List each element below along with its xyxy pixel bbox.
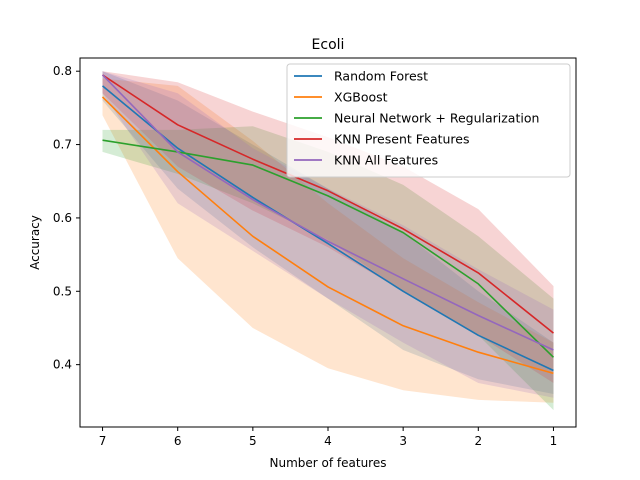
x-tick-label: 6 [174,434,182,448]
series-line-knn-present-features [102,74,554,334]
x-tick-label: 7 [99,434,107,448]
legend-entry-label: KNN All Features [334,153,438,168]
series-line-xgboost [101,96,554,375]
x-tick-label: 3 [399,434,407,448]
series-line-random-forest [101,85,554,372]
y-tick-label: 0.7 [53,138,72,152]
y-tick-label: 0.4 [53,358,72,372]
band-knn-present-features [102,71,554,383]
legend-box [286,63,571,178]
x-tick-label: 5 [249,434,257,448]
legend-entry-label: Random Forest [334,69,428,84]
series-line-knn-all-features [101,74,554,351]
y-axis-ticks: 0.4 0.5 0.6 0.7 0.8 [53,64,80,372]
y-tick-label: 0.5 [53,284,72,298]
y-tick-label: 0.8 [53,64,72,78]
y-axis-label: Accuracy [28,215,42,270]
x-tick-label: 2 [474,434,482,448]
chart-title: Ecoli [312,37,345,53]
legend-entry-label: XGBoost [334,90,388,105]
series-lines [101,74,555,375]
band-knn-all-features [102,71,554,398]
x-axis-label: Number of features [270,456,387,470]
x-tick-label: 1 [550,434,558,448]
legend-entry-label: KNN Present Features [334,132,470,147]
legend: Random Forest XGBoost Neural Network + Reg… [286,63,571,178]
x-axis-ticks: 7 6 5 4 3 2 1 [99,427,558,448]
legend-entry-label: Neural Network + Regularization [334,111,539,126]
x-tick-label: 4 [324,434,332,448]
y-tick-label: 0.6 [53,211,72,225]
band-neural-network-regularization [102,126,554,411]
